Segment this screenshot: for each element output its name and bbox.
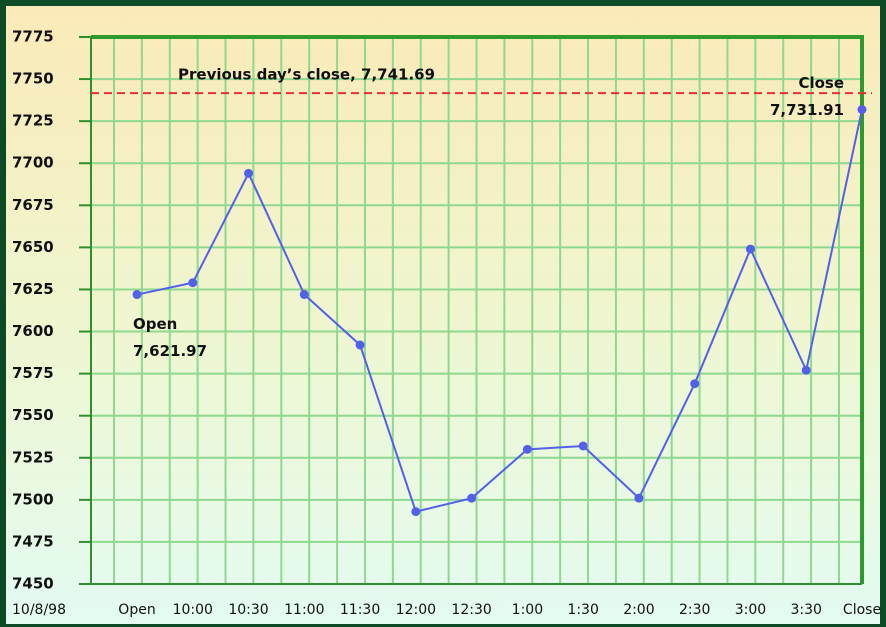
y-tick-label: 7500	[12, 490, 54, 508]
y-tick-label: 7625	[12, 280, 54, 298]
x-tick-label: Close	[843, 602, 881, 618]
x-tick-label: 3:00	[735, 602, 766, 618]
annotation-value: 7,731.91	[770, 101, 844, 119]
point	[132, 290, 142, 300]
annotation-value: 7,621.97	[133, 342, 207, 360]
point	[188, 278, 198, 288]
background	[6, 6, 880, 624]
x-tick-label: 12:30	[451, 602, 491, 618]
x-tick-label: Open	[118, 602, 155, 618]
y-tick-label: 7525	[12, 448, 54, 466]
x-tick-label: 11:00	[284, 602, 324, 618]
point	[411, 507, 421, 517]
y-tick-label: 7600	[12, 322, 54, 340]
point	[801, 365, 811, 375]
point	[355, 340, 365, 350]
y-tick-label: 7550	[12, 406, 54, 424]
y-tick-label: 7450	[12, 575, 54, 593]
y-tick-label: 7650	[12, 238, 54, 256]
point	[467, 493, 477, 503]
x-tick-label: 11:30	[340, 602, 380, 618]
x-tick-label: 1:00	[512, 602, 543, 618]
point	[244, 168, 254, 178]
y-tick-label: 7475	[12, 532, 54, 550]
point	[690, 379, 700, 389]
annotation-name: Close	[798, 74, 844, 92]
line	[136, 109, 863, 513]
date-label: 10/8/98	[12, 602, 66, 618]
point	[299, 290, 309, 300]
x-tick-label: 2:00	[623, 602, 654, 618]
y-tick-label: 7675	[12, 196, 54, 214]
point	[745, 244, 755, 254]
y-tick-label: 7575	[12, 364, 54, 382]
point	[634, 493, 644, 503]
reference-label: Previous day’s close, 7,741.69	[178, 66, 435, 84]
x-tick-label: 10:00	[173, 602, 213, 618]
y-tick-label: 7750	[12, 70, 54, 88]
x-tick-label: 2:30	[679, 602, 710, 618]
annotation-name: Open	[133, 315, 177, 333]
y-tick-label: 7775	[12, 28, 54, 46]
y-tick-label: 7725	[12, 112, 54, 130]
x-tick-label: 3:30	[791, 602, 822, 618]
y-tick-label: 7700	[12, 154, 54, 172]
point	[857, 105, 867, 115]
x-tick-label: 10:30	[228, 602, 268, 618]
point	[578, 441, 588, 451]
x-tick-label: 12:00	[396, 602, 436, 618]
x-tick-label: 1:30	[567, 602, 598, 618]
point	[522, 444, 532, 454]
